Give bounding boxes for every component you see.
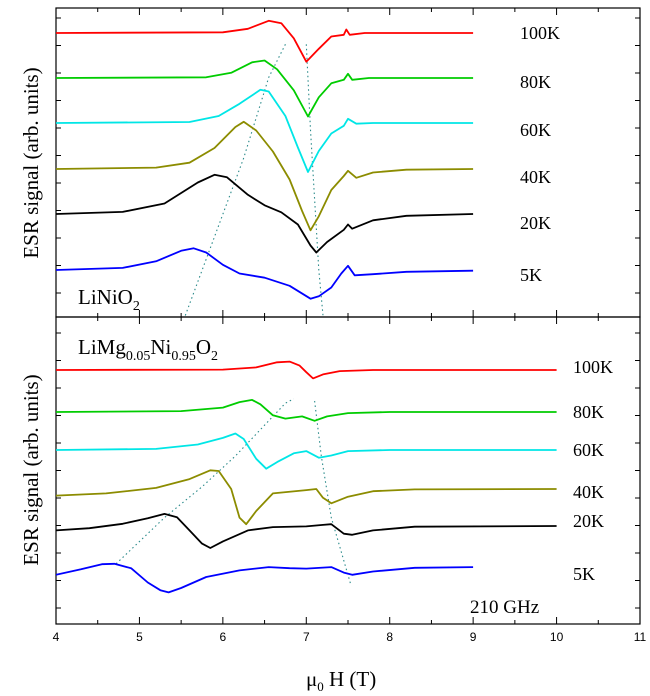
top-panel-curves (56, 19, 474, 300)
series-label-100k: 100K (573, 357, 613, 377)
x-tick-label: 8 (386, 630, 393, 644)
bottom-panel-curves (56, 360, 557, 594)
x-axis-label: μ0 H (T) (306, 667, 376, 694)
series-label-5k: 5K (573, 564, 595, 584)
series-line-40k (56, 120, 474, 232)
top-sample-label: LiNiO2 (78, 285, 140, 314)
top-panel-frame (55, 7, 641, 318)
series-label-40k: 40K (520, 167, 551, 187)
series-line-60k (56, 88, 474, 173)
frequency-label: 210 GHz (470, 597, 539, 618)
series-line-20k (56, 173, 474, 254)
top-y-axis-label: ESR signal (arb. units) (19, 67, 43, 258)
series-label-60k: 60K (573, 440, 604, 460)
series-line-60k (56, 432, 557, 470)
series-line-40k (56, 469, 557, 526)
series-label-20k: 20K (573, 511, 604, 531)
x-tick-label: 10 (550, 630, 564, 644)
series-line-80k (56, 399, 557, 422)
x-tick-label: 4 (53, 630, 60, 644)
series-line-100k (56, 360, 557, 380)
series-label-60k: 60K (520, 120, 551, 140)
series-label-20k: 20K (520, 213, 551, 233)
series-label-80k: 80K (573, 402, 604, 422)
x-tick-label: 11 (634, 630, 647, 644)
top-guide-lines (184, 44, 324, 316)
series-line-100k (56, 19, 474, 63)
x-tick-label: 9 (470, 630, 477, 644)
series-line-20k (56, 513, 557, 549)
x-tick-labels: 4 5 6 7 8 9 10 11 (53, 630, 647, 644)
axis-ticks (55, 8, 641, 624)
series-label-40k: 40K (573, 482, 604, 502)
series-line-80k (56, 59, 474, 118)
series-line-5k (56, 247, 474, 300)
bottom-guide-lines (115, 398, 352, 584)
x-tick-label: 7 (303, 630, 310, 644)
series-label-100k: 100K (520, 23, 560, 43)
guide-line-2 (305, 44, 324, 316)
series-line-5k (56, 562, 474, 594)
temperature-labels: 100K 80K 60K 40K 20K 5K 100K 80K 60K 40K 20K 5K (520, 23, 613, 584)
bottom-sample-label: LiMg0.05Ni0.95O2 (78, 335, 218, 364)
series-label-80k: 80K (520, 72, 551, 92)
guide-line-2 (314, 400, 352, 584)
x-tick-label: 5 (136, 630, 143, 644)
x-tick-label: 6 (220, 630, 227, 644)
bottom-y-axis-label: ESR signal (arb. units) (19, 374, 43, 565)
series-label-5k: 5K (520, 265, 542, 285)
guide-line-1 (115, 398, 295, 565)
guide-line-1 (184, 44, 286, 316)
